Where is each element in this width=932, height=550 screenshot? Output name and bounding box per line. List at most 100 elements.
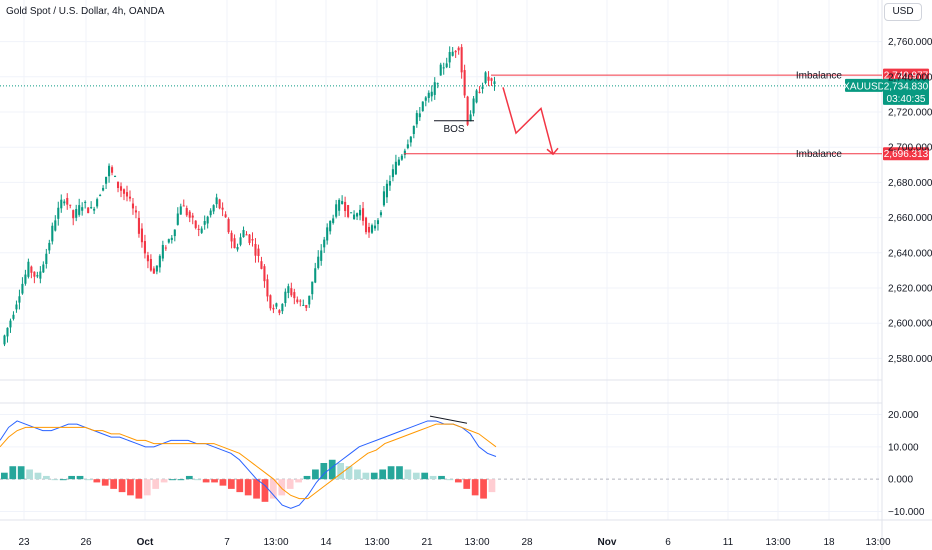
candle-body — [463, 70, 466, 96]
candle-body — [78, 205, 81, 215]
candle-body — [385, 183, 388, 198]
candle-body — [137, 217, 140, 234]
candle-body — [21, 283, 24, 294]
candle-body — [209, 210, 212, 216]
histogram-bar — [236, 479, 244, 493]
currency-selector[interactable]: USD — [884, 3, 922, 21]
candle-body — [367, 226, 371, 233]
symbol-label: XAUUSD — [843, 81, 885, 92]
candle-body — [442, 67, 445, 69]
imbalance-price-badge — [883, 147, 929, 161]
x-tick-label: 23 — [18, 537, 30, 548]
candle-body — [308, 295, 311, 305]
candle-body — [361, 208, 365, 221]
imbalance-label: Imbalance — [796, 149, 843, 160]
histogram-bar — [253, 479, 260, 499]
candle-body — [99, 195, 102, 197]
histogram-bar — [110, 479, 118, 489]
candle-body — [448, 52, 451, 63]
histogram-bar — [177, 479, 185, 481]
histogram-bar — [354, 469, 361, 480]
candle-body — [272, 307, 275, 310]
candle-body — [359, 209, 362, 216]
histogram-bar — [421, 472, 429, 480]
histogram-bar — [295, 479, 302, 483]
histogram-bar — [135, 479, 143, 499]
candle-body — [296, 299, 299, 303]
candle-body — [30, 266, 33, 273]
candle-body — [227, 219, 230, 233]
histogram-bar — [345, 466, 353, 480]
candles — [3, 44, 496, 347]
candle-body — [451, 51, 454, 56]
macd-histogram — [1, 459, 496, 502]
candle-body — [260, 261, 263, 269]
candle-body — [84, 201, 87, 203]
candle-body — [176, 213, 179, 225]
candle-body — [487, 76, 490, 81]
candle-body — [275, 303, 278, 307]
candle-body — [218, 199, 221, 209]
y-tick-label: 2,600.000 — [888, 319, 932, 330]
x-tick-label: 13:00 — [464, 537, 489, 548]
candle-body — [481, 86, 484, 89]
histogram-bar — [169, 479, 176, 481]
candle-body — [293, 292, 296, 299]
candle-body — [329, 220, 332, 232]
candle-body — [400, 155, 403, 160]
candle-body — [472, 98, 475, 114]
y-tick-label: 2,620.000 — [888, 284, 932, 295]
candle-body — [421, 101, 424, 111]
candle-body — [188, 211, 191, 218]
candle-body — [215, 197, 218, 205]
histogram-bar — [1, 472, 8, 480]
histogram-bar — [438, 475, 445, 480]
histogram-bar — [9, 466, 17, 480]
candle-body — [257, 248, 260, 257]
imbalance-price-badge — [883, 68, 929, 82]
candle-body — [490, 78, 493, 81]
candle-body — [75, 208, 78, 218]
time-axis: 23 26 Oct 7 13:00 14 13:00 21 13:00 28 Nov 6 11 13:00… — [18, 537, 891, 548]
candle-body — [338, 199, 341, 211]
indicator-tick-label: 20.000 — [888, 410, 919, 421]
candle-body — [224, 214, 227, 218]
histogram-bar — [404, 469, 412, 480]
histogram-bar — [286, 479, 294, 489]
histogram-bar — [328, 459, 336, 480]
candle-body — [284, 291, 287, 304]
candle-body — [391, 169, 394, 178]
histogram-bar — [43, 475, 50, 480]
histogram-bar — [387, 466, 395, 480]
current-price-value: 2,734.830 — [884, 81, 929, 92]
candle-body — [33, 271, 36, 277]
candle-body — [341, 201, 344, 204]
histogram-bar — [270, 479, 277, 499]
candle-body — [42, 264, 45, 273]
candle-body — [179, 206, 182, 215]
candle-body — [102, 187, 105, 191]
candle-body — [200, 228, 203, 233]
candle-body — [335, 204, 338, 217]
candle-body — [66, 197, 69, 205]
candle-body — [436, 83, 439, 85]
bar-countdown: 03:40:35 — [887, 94, 926, 105]
histogram-bar — [488, 479, 496, 493]
candle-body — [370, 225, 374, 233]
candle-body — [108, 165, 111, 177]
candle-body — [245, 234, 248, 236]
histogram-bar — [362, 472, 370, 480]
candle-body — [236, 247, 239, 250]
candle-body — [152, 268, 155, 274]
candle-body — [320, 250, 323, 261]
y-tick-label: 2,660.000 — [888, 213, 932, 224]
indicator-tick-label: 0.000 — [888, 475, 913, 486]
y-tick-label: 2,700.000 — [888, 143, 932, 154]
candle-body — [161, 244, 164, 259]
candle-body — [15, 304, 18, 310]
candle-body — [96, 199, 99, 207]
histogram-bar — [320, 463, 328, 480]
histogram-bar — [227, 479, 235, 489]
indicator-tick-label: 10.000 — [888, 442, 919, 453]
